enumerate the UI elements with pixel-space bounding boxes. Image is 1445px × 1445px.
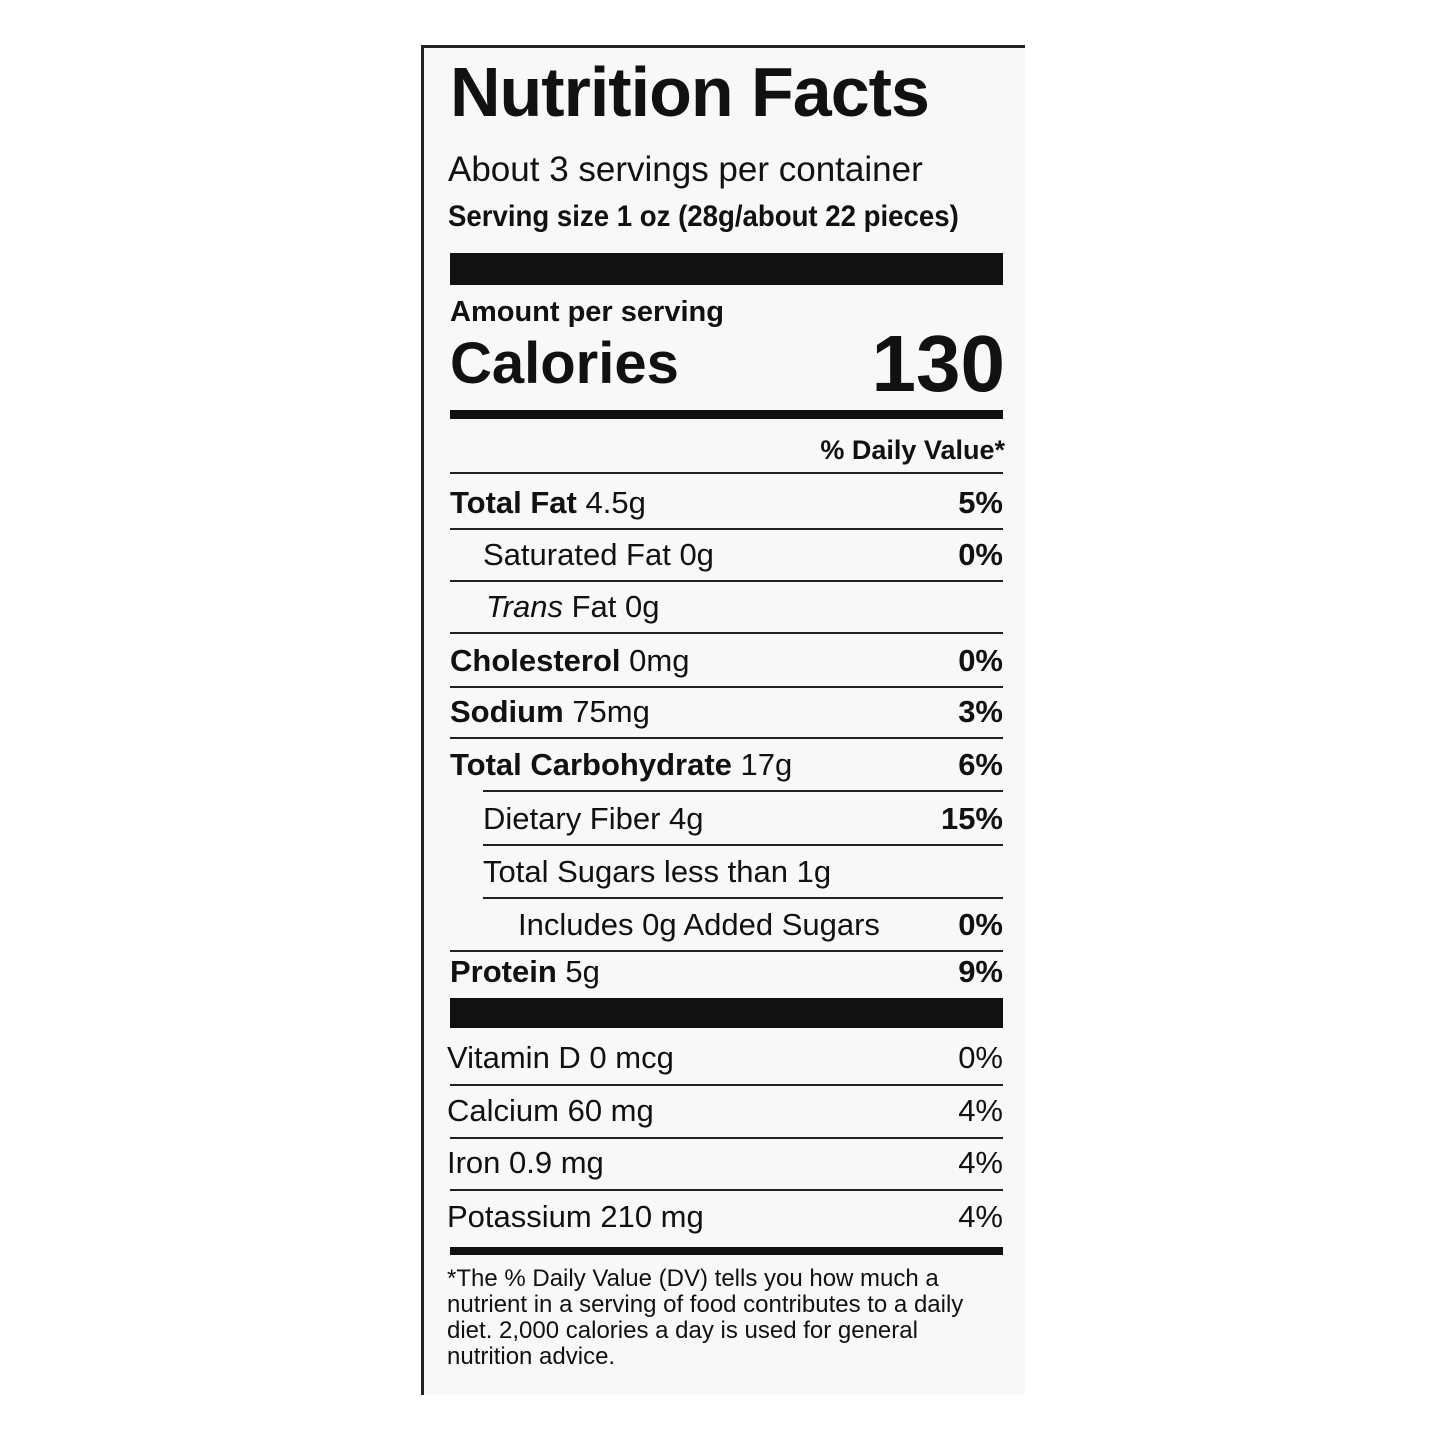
daily-value: 0% (958, 907, 1003, 942)
rule (483, 897, 1003, 899)
nutrient-name: Trans (486, 589, 563, 624)
nutrient-label: Includes 0g Added Sugars (518, 905, 880, 945)
vitamin-row: Iron 0.9 mg 4% (447, 1143, 1003, 1183)
daily-value: 4% (958, 1145, 1003, 1180)
nutrient-row: Total Sugars less than 1g (450, 852, 1003, 892)
nutrient-amount: 0mg (629, 643, 690, 678)
nutrient-row: Trans Fat 0g (450, 587, 1003, 627)
rule (450, 580, 1003, 582)
nutrient-label: Saturated Fat 0g (483, 535, 714, 575)
vitamin-label: Potassium 210 mg (447, 1197, 704, 1237)
vitamin-text: Iron 0.9 mg (447, 1145, 604, 1180)
rule (450, 632, 1003, 634)
nutrient-row: Sodium 75mg 3% (450, 692, 1003, 732)
daily-value: 4% (958, 1199, 1003, 1234)
rule (483, 844, 1003, 846)
nutrient-name: Total Carbohydrate (450, 747, 732, 782)
nutrient-amount: 17g (740, 747, 793, 782)
nutrient-name: Sodium (450, 694, 564, 729)
daily-value: 9% (958, 954, 1003, 989)
daily-value: 3% (958, 694, 1003, 729)
rule (450, 686, 1003, 688)
nutrient-row: Cholesterol 0mg 0% (450, 641, 1003, 681)
daily-value: 5% (958, 485, 1003, 520)
daily-value: 0% (958, 643, 1003, 678)
nutrient-amount: 5g (565, 954, 600, 989)
nutrient-text: Total Sugars less than 1g (483, 854, 832, 889)
nutrient-row: Dietary Fiber 4g 15% (450, 799, 1003, 839)
rule (450, 737, 1003, 739)
nutrient-label: Dietary Fiber 4g (483, 799, 704, 839)
rule (450, 950, 1003, 952)
vitamin-text: Calcium 60 mg (447, 1093, 654, 1128)
vitamin-label: Calcium 60 mg (447, 1091, 654, 1131)
nutrient-name: Cholesterol (450, 643, 621, 678)
serving-size: Serving size 1 oz (28g/about 22 pieces) (448, 200, 959, 233)
nutrient-label: Protein 5g (450, 952, 600, 992)
nutrient-row: Total Carbohydrate 17g 6% (450, 745, 1003, 785)
daily-value-header: % Daily Value* (820, 435, 1005, 465)
nutrient-label: Cholesterol 0mg (450, 641, 689, 681)
rule (450, 528, 1003, 530)
nutrient-name: Protein (450, 954, 557, 989)
nutrient-row: Includes 0g Added Sugars 0% (450, 905, 1003, 945)
calories-value: 130 (871, 319, 1005, 408)
vitamin-text: Potassium 210 mg (447, 1199, 704, 1234)
nutrient-label: Total Carbohydrate 17g (450, 745, 792, 785)
nutrient-text: Dietary Fiber 4g (483, 801, 704, 836)
rule (450, 1137, 1003, 1139)
rule (450, 1084, 1003, 1086)
vitamin-row: Potassium 210 mg 4% (447, 1197, 1003, 1237)
daily-value: 4% (958, 1093, 1003, 1128)
amount-per-serving: Amount per serving (450, 296, 724, 328)
medium-bar (450, 1247, 1003, 1255)
thick-bar (450, 998, 1003, 1028)
daily-value: 0% (958, 537, 1003, 572)
vitamin-row: Calcium 60 mg 4% (447, 1091, 1003, 1131)
nutrient-row: Saturated Fat 0g 0% (450, 535, 1003, 575)
nutrient-text: Fat 0g (571, 589, 660, 624)
nutrient-name: Total Fat (450, 485, 577, 520)
nutrient-amount: 4.5g (585, 485, 646, 520)
rule (450, 1189, 1003, 1191)
vitamin-text: Vitamin D 0 mcg (447, 1040, 674, 1075)
nutrient-label: Sodium 75mg (450, 692, 650, 732)
nutrient-row: Protein 5g 9% (450, 952, 1003, 992)
nutrient-row: Total Fat 4.5g 5% (450, 483, 1003, 523)
thick-bar (450, 253, 1003, 285)
daily-value: 6% (958, 747, 1003, 782)
rule (483, 790, 1003, 792)
servings: About 3 servings per container (448, 150, 923, 189)
nutrient-label: Trans Fat 0g (486, 587, 659, 627)
nutrient-text: Includes 0g Added Sugars (518, 907, 880, 942)
title: Nutrition Facts (450, 53, 930, 131)
rule (450, 472, 1003, 474)
medium-bar (450, 410, 1003, 419)
vitamin-row: Vitamin D 0 mcg 0% (447, 1038, 1003, 1078)
nutrient-label: Total Fat 4.5g (450, 483, 646, 523)
calories-label: Calories (450, 331, 679, 396)
footnote: *The % Daily Value (DV) tells you how mu… (447, 1265, 964, 1370)
nutrient-label: Total Sugars less than 1g (483, 852, 831, 892)
daily-value: 0% (958, 1040, 1003, 1075)
vitamin-label: Vitamin D 0 mcg (447, 1038, 674, 1078)
nutrient-amount: 75mg (572, 694, 650, 729)
nutrient-text: Saturated Fat 0g (483, 537, 714, 572)
daily-value: 15% (940, 801, 1003, 836)
vitamin-label: Iron 0.9 mg (447, 1143, 604, 1183)
